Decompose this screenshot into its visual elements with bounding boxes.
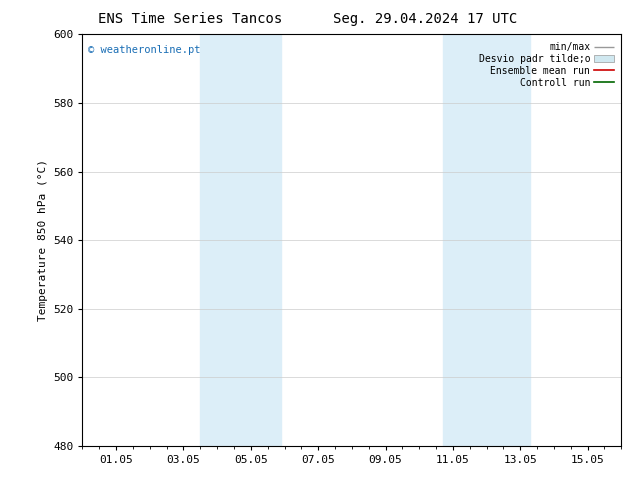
Text: © weatheronline.pt: © weatheronline.pt	[87, 45, 200, 54]
Legend: min/max, Desvio padr tilde;o, Ensemble mean run, Controll run: min/max, Desvio padr tilde;o, Ensemble m…	[476, 39, 616, 91]
Bar	[200, 34, 281, 446]
Text: ENS Time Series Tancos: ENS Time Series Tancos	[98, 12, 282, 26]
Text: Seg. 29.04.2024 17 UTC: Seg. 29.04.2024 17 UTC	[333, 12, 517, 26]
Y-axis label: Temperature 850 hPa (°C): Temperature 850 hPa (°C)	[37, 159, 48, 321]
Bar	[443, 34, 531, 446]
